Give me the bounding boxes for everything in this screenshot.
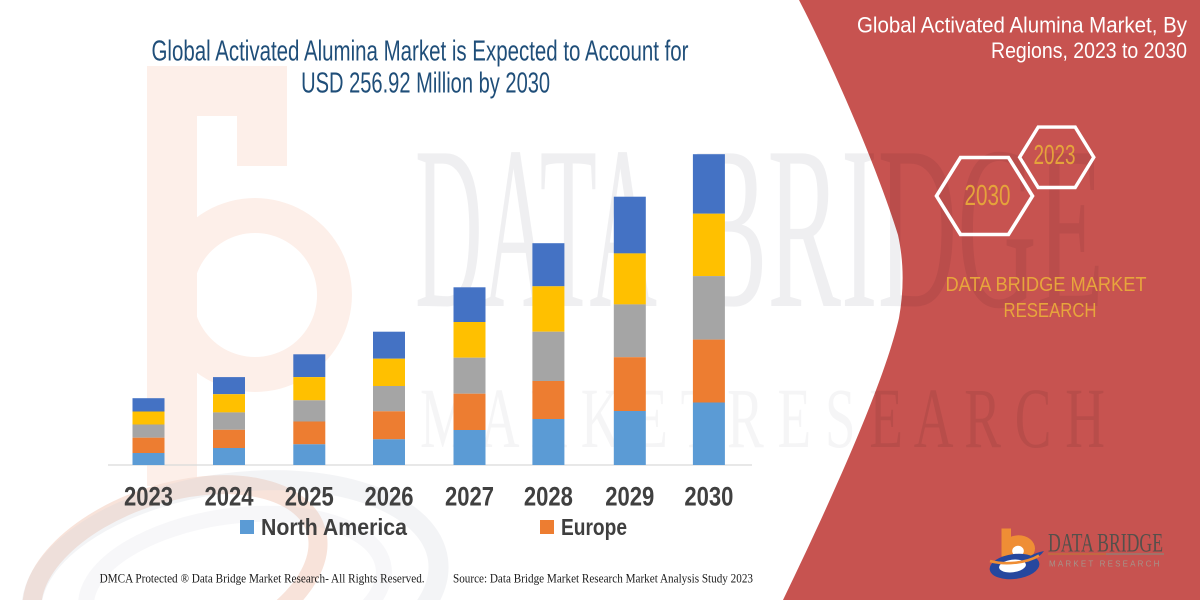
svg-text:Europe: Europe [561, 514, 627, 540]
svg-text:2029: 2029 [605, 482, 654, 512]
svg-text:2025: 2025 [285, 482, 334, 512]
svg-text:DMCA Protected ® Data Bridge M: DMCA Protected ® Data Bridge Market Rese… [100, 571, 425, 586]
svg-text:2027: 2027 [445, 482, 494, 512]
svg-text:MARKET RESEARCH: MARKET RESEARCH [1049, 560, 1162, 569]
svg-text:2026: 2026 [365, 482, 414, 512]
svg-text:2030: 2030 [684, 482, 733, 512]
svg-text:2030: 2030 [965, 180, 1011, 212]
svg-text:2028: 2028 [524, 482, 573, 512]
svg-text:USD 256.92 Million by 2030: USD 256.92 Million by 2030 [301, 68, 550, 100]
svg-text:DATA BRIDGE MARKET: DATA BRIDGE MARKET [946, 274, 1147, 296]
svg-text:2023: 2023 [1034, 139, 1076, 170]
svg-text:2023: 2023 [124, 482, 173, 512]
svg-text:Source: Data Bridge Market Res: Source: Data Bridge Market Research Mark… [453, 571, 753, 586]
svg-text:North America: North America [261, 514, 407, 540]
svg-text:Global Activated Alumina Marke: Global Activated Alumina Market, By [857, 13, 1187, 38]
svg-text:DATA BRIDGE: DATA BRIDGE [1048, 529, 1163, 558]
svg-text:Global Activated Alumina Marke: Global Activated Alumina Market is Expec… [152, 36, 689, 68]
svg-text:Regions, 2023 to 2030: Regions, 2023 to 2030 [991, 38, 1187, 63]
svg-text:RESEARCH: RESEARCH [1004, 300, 1097, 322]
svg-text:2024: 2024 [205, 482, 254, 512]
